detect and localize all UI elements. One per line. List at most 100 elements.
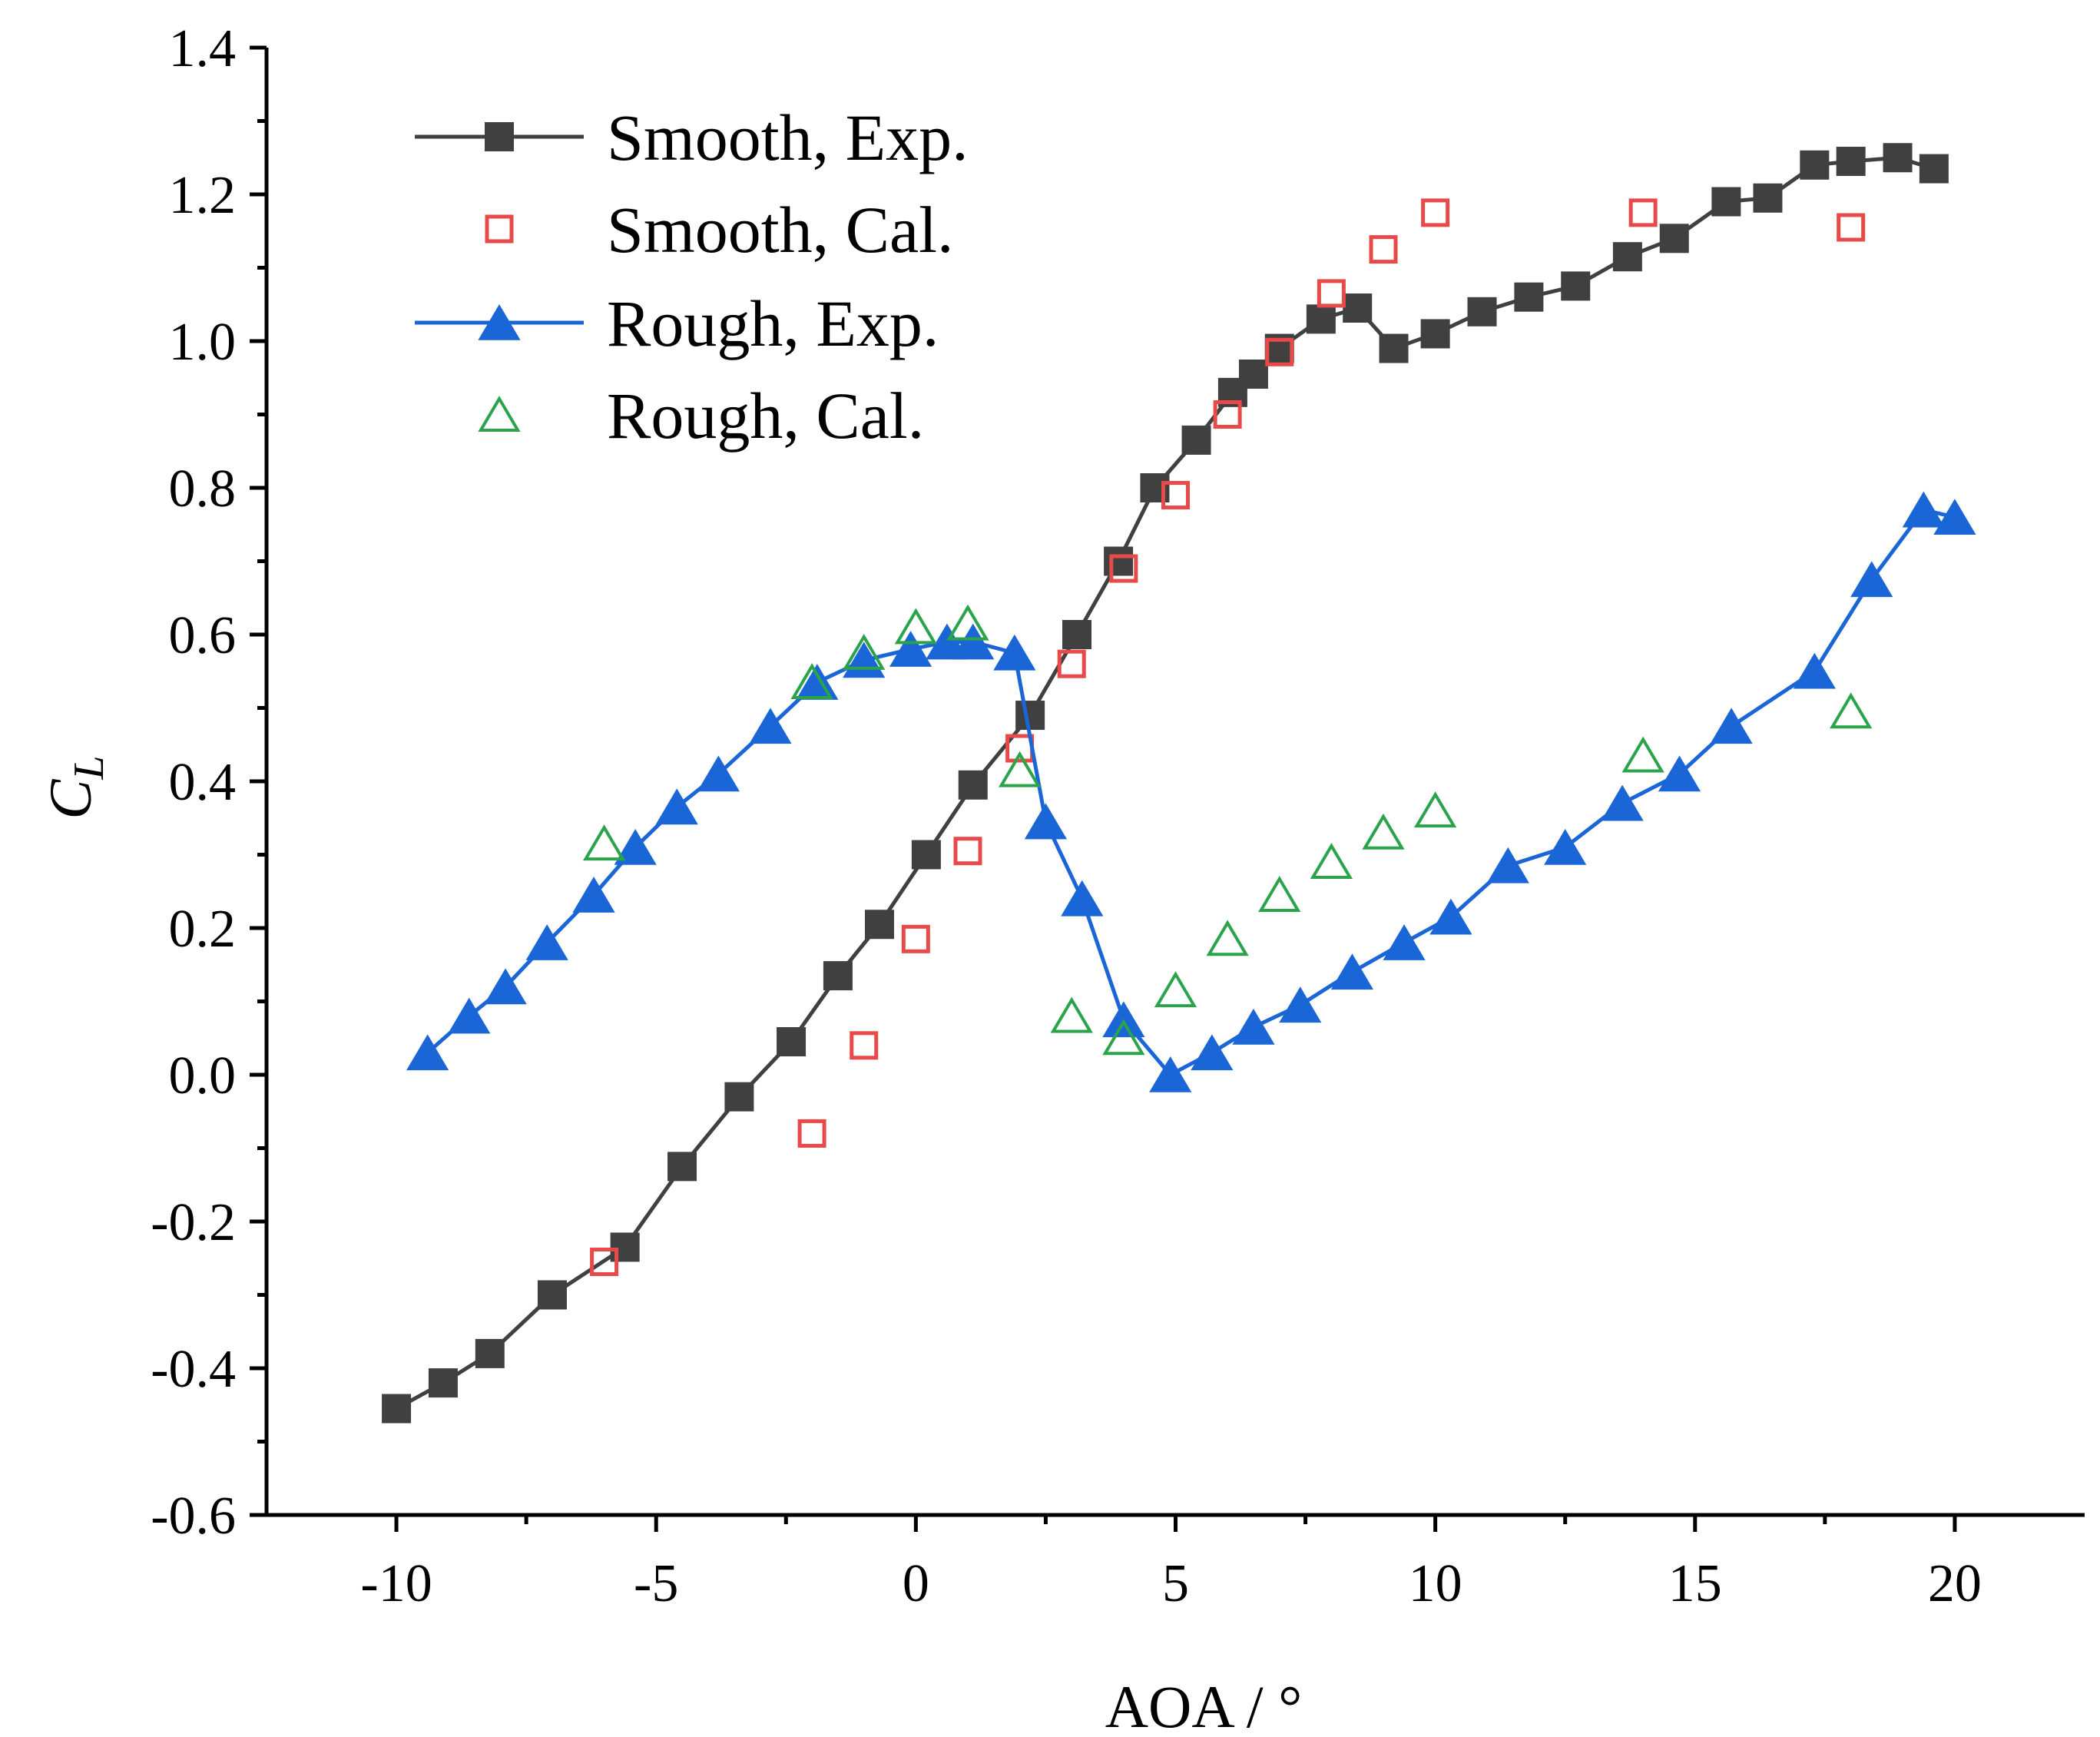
data-point-rough-exp (1601, 784, 1644, 821)
data-point-smooth-cal (1837, 213, 1866, 242)
data-point-rough-cal (1154, 971, 1197, 1008)
data-point-rough-exp (448, 997, 491, 1034)
data-point-rough-exp (1793, 652, 1836, 689)
y-axis-title-main: C (37, 779, 104, 820)
data-point-smooth-exp (537, 1280, 567, 1310)
data-point-rough-exp (1429, 898, 1472, 935)
data-point-rough-exp (1933, 499, 1976, 535)
data-point-smooth-exp (1181, 425, 1211, 455)
data-point-smooth-exp (1238, 359, 1268, 389)
legend-label: Smooth, Cal. (607, 193, 954, 267)
data-point-smooth-cal (1628, 198, 1658, 227)
data-point-rough-exp (1486, 847, 1529, 883)
data-point-rough-cal (1258, 876, 1301, 912)
data-point-rough-exp (1279, 986, 1322, 1023)
data-point-smooth-exp (1015, 701, 1045, 731)
data-point-smooth-exp (1467, 297, 1497, 327)
legend-marker (478, 396, 521, 432)
data-point-smooth-exp (823, 961, 853, 991)
data-point-rough-cal (1830, 692, 1873, 729)
legend-label: Smooth, Exp. (607, 101, 969, 174)
data-point-rough-exp (406, 1034, 449, 1071)
data-point-rough-exp (1383, 924, 1426, 960)
data-point-smooth-cal (797, 1119, 826, 1148)
data-point-smooth-exp (1514, 282, 1544, 312)
data-point-smooth-cal (1213, 400, 1242, 429)
legend-marker (485, 122, 514, 151)
y-tick-label: 0.8 (169, 459, 237, 519)
data-point-smooth-exp (1379, 333, 1409, 363)
legend-marker (485, 214, 514, 244)
y-tick-label: 0.0 (169, 1046, 237, 1106)
data-point-smooth-exp (865, 910, 895, 940)
data-point-smooth-exp (911, 840, 941, 870)
data-point-smooth-exp (1800, 150, 1830, 180)
data-point-rough-cal (894, 608, 938, 645)
data-point-smooth-exp (1104, 546, 1134, 576)
data-point-smooth-exp (1561, 271, 1591, 301)
data-point-smooth-exp (428, 1368, 458, 1398)
axes: -0.6 -0.4 -0.2 0.0 0.2 0.4 0.6 0.8 1.0 1.2 1.4 -10 -… (151, 19, 2085, 1613)
data-point-smooth-cal (1369, 235, 1398, 264)
series-smooth-exp (382, 143, 1949, 1424)
data-point-rough-exp (1024, 803, 1068, 840)
data-point-smooth-cal (1109, 554, 1138, 583)
data-point-smooth-exp (1420, 319, 1450, 349)
data-point-rough-exp (993, 634, 1036, 671)
data-point-smooth-exp (1062, 620, 1092, 649)
data-point-rough-cal (1621, 736, 1664, 773)
data-point-smooth-exp (1919, 154, 1949, 184)
x-tick-label: 0 (903, 1554, 929, 1613)
y-tick-label: -0.4 (151, 1340, 236, 1399)
data-point-smooth-cal (901, 924, 930, 953)
series-layer (382, 143, 1976, 1424)
data-point-smooth-exp (382, 1394, 412, 1424)
series-rough-exp (406, 491, 1976, 1092)
x-tick-label: 5 (1162, 1554, 1189, 1613)
data-point-rough-exp (1330, 953, 1374, 990)
legend-label: Rough, Cal. (607, 379, 924, 452)
data-point-smooth-exp (777, 1027, 807, 1057)
data-point-smooth-exp (667, 1152, 697, 1182)
legend: Smooth, Exp. Smooth, Cal. Rough, Exp. Rough… (415, 101, 969, 452)
data-point-smooth-cal (1421, 198, 1450, 227)
data-point-smooth-exp (958, 770, 988, 800)
data-point-rough-exp (572, 877, 615, 913)
y-tick-label: 1.2 (169, 166, 237, 225)
data-point-rough-exp (525, 924, 568, 960)
data-point-smooth-cal (1057, 649, 1086, 678)
data-point-rough-cal (843, 633, 886, 670)
y-axis-title-subscript: L (65, 755, 113, 780)
x-tick-label: 20 (1928, 1554, 1982, 1613)
data-point-rough-exp (484, 968, 527, 1005)
data-point-rough-exp (1061, 880, 1104, 917)
data-point-rough-cal (1206, 920, 1249, 956)
data-point-smooth-exp (475, 1338, 505, 1368)
x-tick-label: -10 (360, 1554, 432, 1613)
data-point-rough-cal (1362, 813, 1405, 850)
legend-item-smooth-cal: Smooth, Cal. (485, 193, 954, 267)
data-point-smooth-exp (724, 1082, 754, 1112)
legend-item-rough-exp: Rough, Exp. (415, 287, 939, 360)
data-point-rough-cal (1050, 996, 1093, 1033)
data-point-rough-exp (1149, 1056, 1192, 1092)
data-point-rough-exp (1658, 755, 1701, 792)
data-point-rough-exp (1850, 561, 1893, 598)
data-point-rough-exp (1191, 1034, 1234, 1071)
data-point-rough-exp (1544, 828, 1587, 865)
y-axis-title: CL (37, 755, 113, 819)
data-point-smooth-exp (1343, 293, 1373, 323)
data-point-smooth-exp (1836, 147, 1866, 177)
data-point-rough-cal (1310, 843, 1353, 879)
data-point-smooth-exp (1659, 224, 1689, 254)
data-point-rough-cal (1413, 791, 1457, 828)
x-tick-label: 10 (1409, 1554, 1462, 1613)
series-line-rough-exp (426, 508, 1956, 1077)
y-tick-label: 0.2 (169, 900, 237, 959)
x-tick-label: -5 (634, 1554, 678, 1613)
y-tick-label: -0.6 (151, 1487, 236, 1546)
data-point-rough-cal (946, 604, 989, 641)
data-point-rough-exp (614, 828, 657, 865)
data-point-rough-cal (1102, 1019, 1145, 1056)
data-point-smooth-exp (1612, 242, 1642, 272)
